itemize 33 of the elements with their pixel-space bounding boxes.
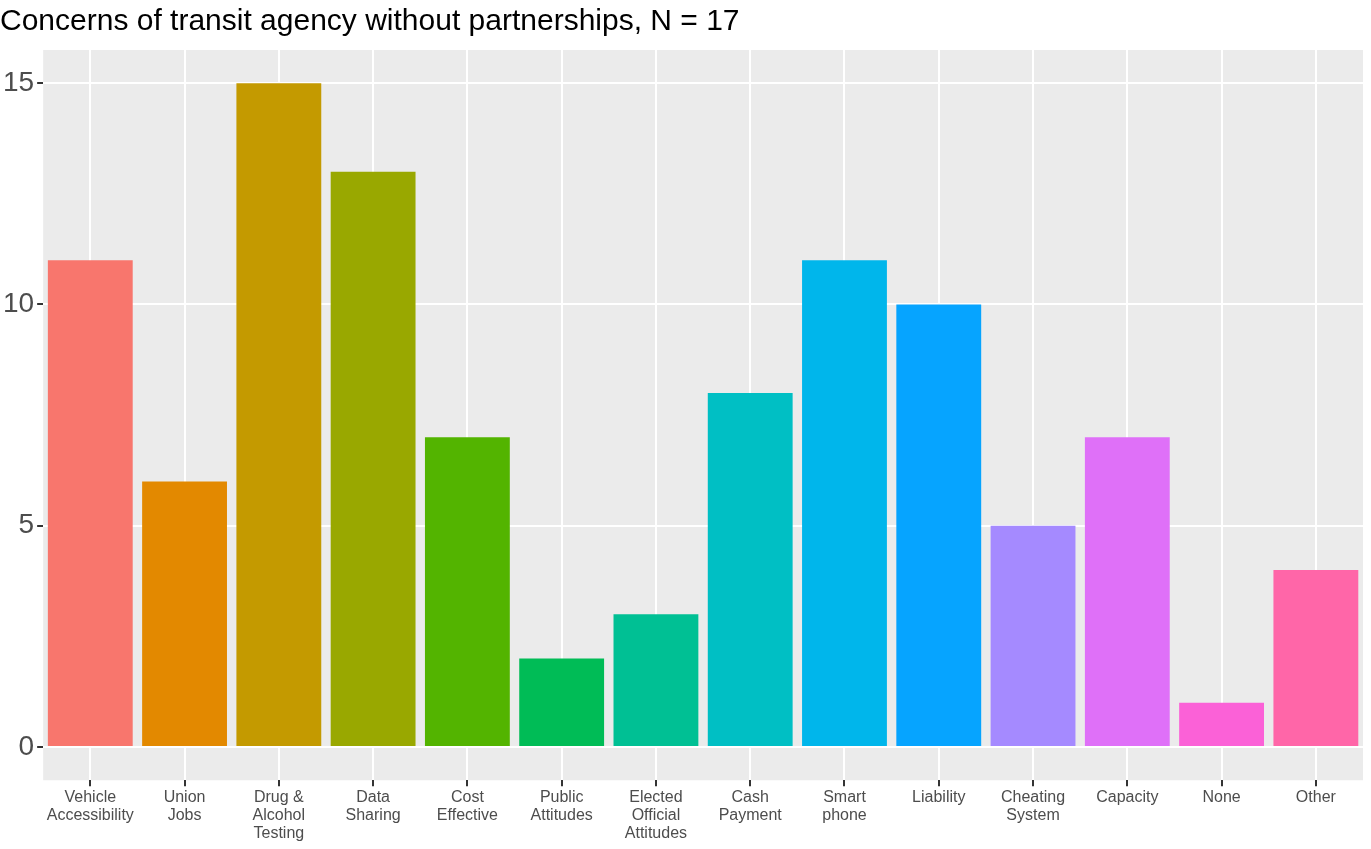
bar [236, 83, 322, 747]
x-tick-label: Cost Effective [436, 788, 499, 824]
x-tick-label: Drug & Alcohol Testing [252, 788, 306, 841]
bar [896, 304, 982, 747]
x-tick-label: Data Sharing [345, 788, 401, 824]
bar [613, 614, 699, 747]
y-tick-label: 5 [18, 508, 35, 540]
bar [142, 481, 227, 747]
bar [707, 392, 793, 747]
bar [519, 658, 605, 747]
x-tick-label: Public Attitudes [530, 788, 593, 824]
x-tick-label: Cheating System [1001, 788, 1066, 824]
x-tick-label: Elected Official Attitudes [624, 788, 688, 841]
bar [330, 171, 416, 747]
y-tick-label: 15 [2, 65, 35, 97]
x-tick-label: Liability [912, 788, 966, 806]
bar [47, 260, 133, 747]
chart-title: Concerns of transit agency without partnerships, N = 17 [0, 3, 740, 37]
y-tick-label: 10 [2, 287, 35, 319]
bar [802, 260, 887, 747]
bar [424, 437, 510, 747]
x-tick-label: Union Jobs [163, 788, 206, 824]
bar [990, 525, 1076, 747]
bar [1084, 437, 1170, 747]
x-tick-label: Other [1295, 788, 1337, 806]
x-tick-label: Smart phone [822, 788, 867, 824]
x-tick-label: Capacity [1096, 788, 1159, 806]
x-tick-label: Cash Payment [718, 788, 783, 824]
bar [1179, 702, 1265, 747]
bar [1273, 569, 1359, 747]
x-tick-label: None [1202, 788, 1241, 806]
x-tick-label: Vehicle Accessibility [46, 788, 134, 824]
y-tick-label: 0 [18, 729, 35, 761]
